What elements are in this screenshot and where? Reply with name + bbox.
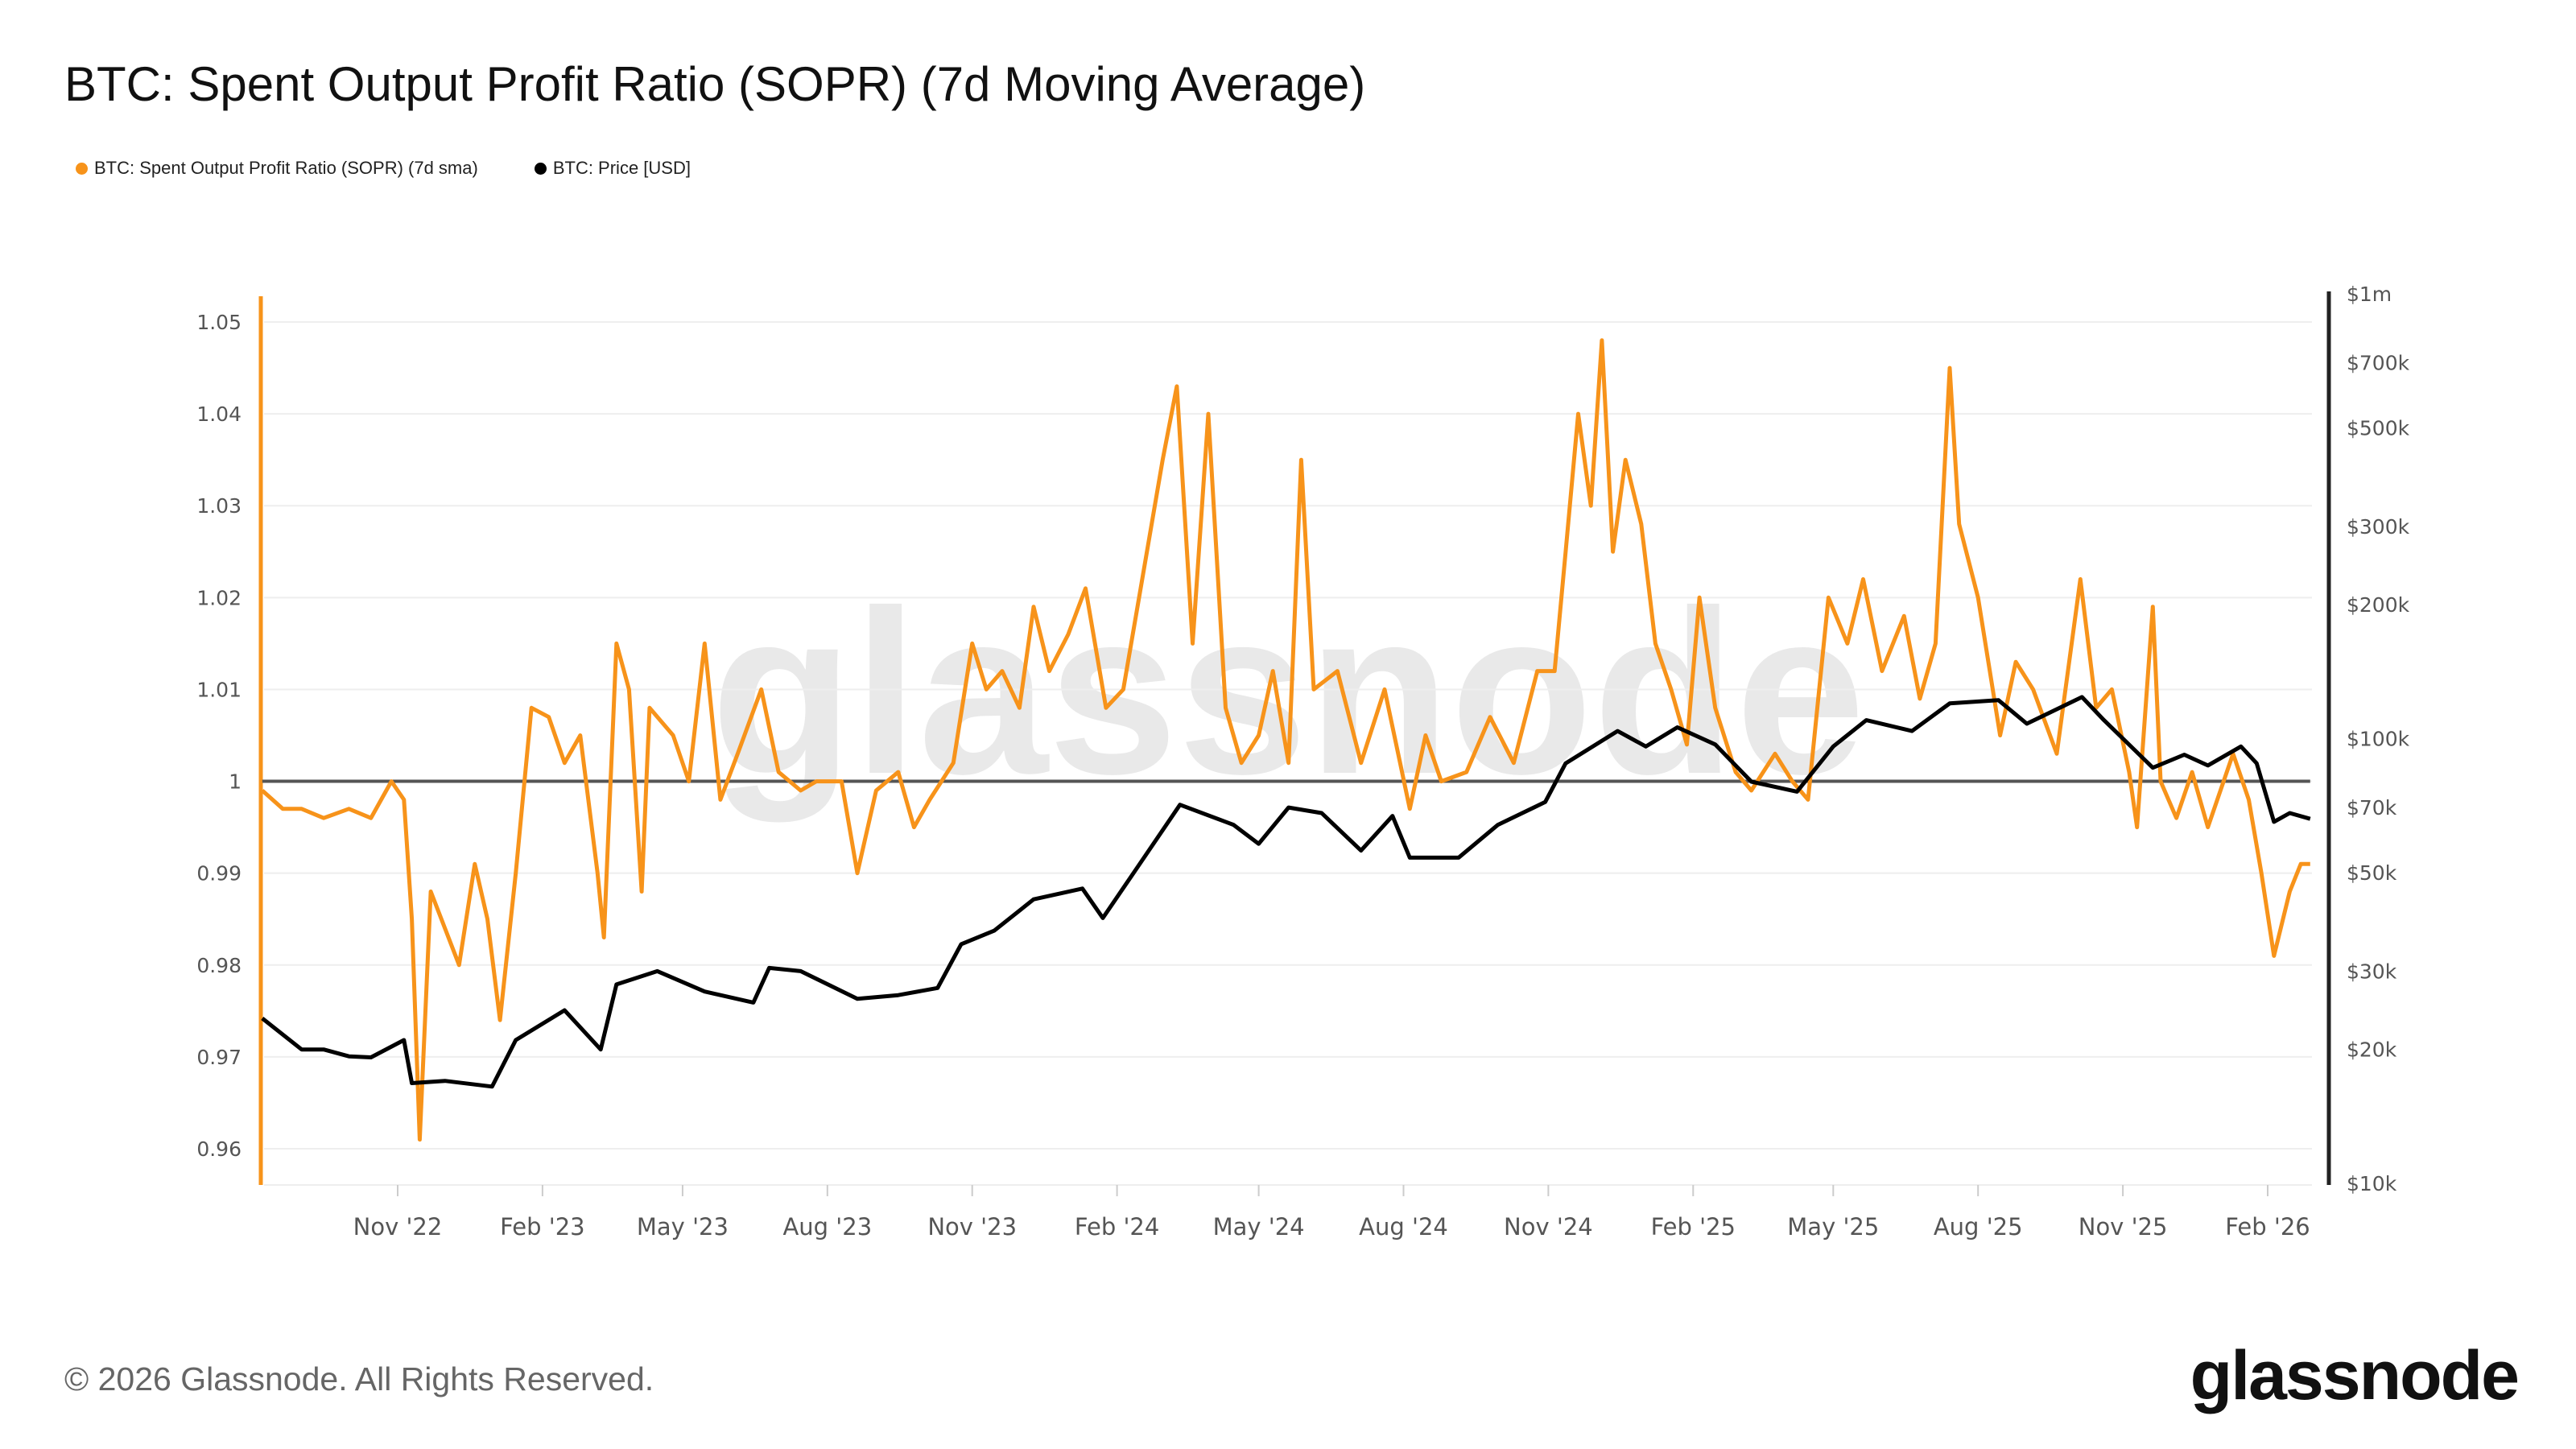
- y-right-tick-label: $300k: [2347, 515, 2410, 539]
- y-left-tick-label: 1.01: [196, 678, 242, 701]
- x-tick-label: Nov '24: [1504, 1213, 1593, 1241]
- y-left-tick-label: 1: [229, 770, 242, 794]
- y-right-tick-label: $30k: [2347, 960, 2397, 983]
- x-tick-label: May '25: [1787, 1213, 1879, 1241]
- y-left-tick-label: 0.96: [196, 1137, 242, 1161]
- copyright: © 2026 Glassnode. All Rights Reserved.: [64, 1360, 654, 1397]
- x-tick-label: Aug '25: [1934, 1213, 2023, 1241]
- y-left-tick-label: 1.03: [196, 494, 242, 518]
- x-tick-label: Aug '23: [782, 1213, 872, 1241]
- legend: BTC: Spent Output Profit Ratio (SOPR) (7…: [76, 158, 691, 179]
- y-right-tick-label: $70k: [2347, 796, 2397, 819]
- price-series-line: [261, 695, 2311, 1089]
- y-right-tick-label: $10k: [2347, 1172, 2397, 1195]
- legend-marker-sopr: [76, 162, 88, 175]
- y-right-tick-label: $20k: [2347, 1038, 2397, 1062]
- y-right-tick-label: $700k: [2347, 352, 2410, 375]
- x-tick-label: Nov '23: [927, 1213, 1017, 1241]
- y-left-tick-label: 1.02: [196, 586, 242, 609]
- x-tick-label: Aug '24: [1359, 1213, 1448, 1241]
- x-tick-label: Feb '23: [500, 1213, 584, 1241]
- glassnode-logo: glassnode: [2190, 1337, 2520, 1414]
- y-right-tick-label: $1m: [2347, 283, 2392, 306]
- legend-marker-price: [534, 162, 547, 175]
- y-right-tick-label: $500k: [2347, 416, 2410, 440]
- x-tick-label: Feb '26: [2225, 1213, 2310, 1241]
- x-tick-label: May '23: [637, 1213, 729, 1241]
- x-tick-label: Feb '24: [1075, 1213, 1159, 1241]
- x-tick-label: May '24: [1213, 1213, 1305, 1241]
- x-tick-label: Nov '22: [353, 1213, 443, 1241]
- legend-item-price[interactable]: BTC: Price [USD]: [534, 158, 691, 179]
- x-tick-label: Nov '25: [2079, 1213, 2168, 1241]
- legend-item-sopr[interactable]: BTC: Spent Output Profit Ratio (SOPR) (7…: [76, 158, 478, 179]
- y-right-tick-label: $50k: [2347, 861, 2397, 885]
- y-left-tick-label: 1.05: [196, 311, 242, 334]
- x-tick-label: Feb '25: [1651, 1213, 1736, 1241]
- y-right-tick-label: $100k: [2347, 728, 2410, 751]
- y-left-tick-label: 0.97: [196, 1046, 242, 1069]
- y-left-tick-label: 0.98: [196, 954, 242, 977]
- y-left-tick-label: 1.04: [196, 402, 242, 426]
- y-left-tick-label: 0.99: [196, 862, 242, 886]
- chart-title: BTC: Spent Output Profit Ratio (SOPR) (7…: [64, 57, 1366, 111]
- legend-label-price: BTC: Price [USD]: [552, 158, 691, 178]
- sopr-series-line: [261, 338, 2310, 1142]
- y-right-tick-label: $200k: [2347, 593, 2410, 617]
- legend-label-sopr: BTC: Spent Output Profit Ratio (SOPR) (7…: [94, 158, 478, 178]
